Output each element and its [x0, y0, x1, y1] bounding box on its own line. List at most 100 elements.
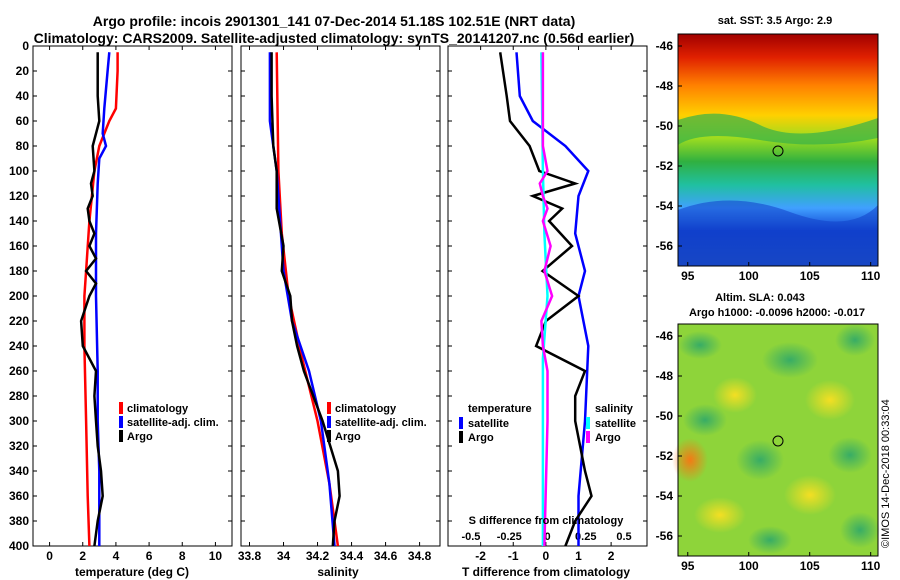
x-tick-label: 2	[608, 549, 615, 563]
legend-label: satellite	[595, 418, 636, 430]
series-line-t-satellite	[515, 52, 590, 546]
legend-label: Argo	[468, 432, 494, 444]
map-y-tick-label: -52	[656, 449, 674, 463]
series-line-s-satellite	[540, 52, 549, 546]
map-x-tick-label: 105	[800, 269, 820, 283]
map-y-tick-label: -56	[656, 239, 674, 253]
title-line-1: Argo profile: incois 2901301_141 07-Dec-…	[93, 13, 575, 29]
series-line-argo	[79, 52, 104, 547]
sla-blob	[694, 497, 746, 533]
series-line-s-argo	[538, 52, 554, 547]
y-tick-label: 300	[9, 414, 29, 428]
x-tick-label: 34.6	[374, 549, 398, 563]
sla-blob	[713, 377, 757, 413]
y-tick-label: 320	[9, 439, 29, 453]
difference-axis-ticks: -2 -1 0 1 2 -0.5 -0.25 0 0.25 0.5	[448, 45, 647, 563]
argo-location-marker	[772, 435, 784, 447]
temperature-series-lines	[79, 52, 119, 547]
y-tick-label: 60	[16, 114, 30, 128]
difference-legend-salinity: salinity satellite Argo	[586, 403, 636, 444]
salinity-axis-ticks: 33.8 34 34.2 34.4 34.6 34.8	[238, 45, 440, 563]
sla-blob	[784, 475, 836, 515]
salinity-series-lines	[268, 52, 341, 547]
map-y-tick-label: -46	[656, 329, 674, 343]
sst-cold-band	[678, 200, 878, 266]
y-tick-label: 40	[16, 89, 30, 103]
map-x-tick-label: 110	[861, 559, 881, 573]
map-y-tick-label: -48	[656, 79, 674, 93]
y-tick-label: 140	[9, 214, 29, 228]
s-diff-tick-label: -0.5	[461, 531, 480, 543]
x-tick-label: 34	[277, 549, 291, 563]
legend-swatch-satellite	[119, 416, 123, 428]
sst-map-title: sat. SST: 3.5 Argo: 2.9	[718, 15, 833, 27]
sla-blob	[762, 342, 818, 378]
sla-blob	[678, 331, 722, 359]
y-tick-label: 0	[22, 39, 29, 53]
y-tick-label: 400	[9, 539, 29, 553]
sst-map-ticks: 95 100 105 110 -46 -48 -50 -52 -54 -56	[656, 39, 881, 283]
map-y-tick-label: -46	[656, 39, 674, 53]
s-diff-tick-label: -0.25	[497, 531, 522, 543]
sla-map	[672, 323, 880, 557]
legend-swatch-argo	[119, 430, 123, 442]
temperature-x-label: temperature (deg C)	[75, 565, 189, 579]
temperature-panel-frame	[32, 45, 233, 547]
x-tick-label: 34.2	[306, 549, 330, 563]
s-diff-tick-label: 0.5	[616, 531, 631, 543]
imos-timestamp: ©IMOS 14-Dec-2018 00:33:04	[880, 399, 892, 548]
argo-location-marker	[772, 145, 784, 157]
x-tick-label: 2	[79, 549, 86, 563]
y-tick-label: 360	[9, 489, 29, 503]
series-line-satellite-adj-clim-	[94, 52, 111, 546]
y-tick-label: 200	[9, 289, 29, 303]
sst-map	[677, 33, 879, 267]
temperature-axis-ticks: 0204060801001201401601802002202402602803…	[9, 39, 232, 563]
sla-blob	[840, 512, 880, 548]
series-line-t-argo	[498, 52, 593, 547]
x-tick-label: 0	[543, 549, 550, 563]
sla-blob	[828, 437, 872, 473]
s-diff-tick-label: 0.25	[575, 531, 596, 543]
map-x-tick-label: 100	[739, 559, 759, 573]
sla-blob	[736, 440, 784, 480]
x-tick-label: 10	[209, 549, 223, 563]
legend-swatch-satellite	[459, 417, 463, 429]
y-tick-label: 220	[9, 314, 29, 328]
sla-map-title: Altim. SLA: 0.043	[715, 292, 805, 304]
map-y-tick-label: -52	[656, 159, 674, 173]
map-y-tick-label: -56	[656, 529, 674, 543]
legend-title: salinity	[595, 403, 634, 415]
x-tick-label: 6	[146, 549, 153, 563]
legend-label: climatology	[335, 403, 397, 415]
difference-legend-temperature: temperature satellite Argo	[459, 403, 532, 444]
difference-series-lines	[498, 52, 593, 547]
x-tick-label: 33.8	[238, 549, 262, 563]
y-tick-label: 260	[9, 364, 29, 378]
difference-top-axis-label: S difference from climatology	[469, 515, 625, 527]
sla-blob	[748, 526, 792, 554]
legend-swatch-argo	[327, 430, 331, 442]
legend-label: satellite-adj. clim.	[127, 417, 219, 429]
y-tick-label: 280	[9, 389, 29, 403]
map-y-tick-label: -50	[656, 119, 674, 133]
sla-map-frame	[677, 323, 879, 557]
s-diff-tick-label: 0	[544, 531, 550, 543]
y-tick-label: 100	[9, 164, 29, 178]
x-tick-label: 34.4	[340, 549, 364, 563]
x-tick-label: 8	[179, 549, 186, 563]
legend-swatch-climatology	[327, 402, 331, 414]
x-tick-label: -1	[508, 549, 519, 563]
x-tick-label: 0	[46, 549, 53, 563]
map-y-tick-label: -54	[656, 489, 674, 503]
sst-map-frame	[677, 33, 879, 267]
salinity-x-label: salinity	[317, 565, 359, 579]
temperature-legend: climatology satellite-adj. clim. Argo	[119, 402, 219, 443]
salinity-legend: climatology satellite-adj. clim. Argo	[327, 402, 427, 443]
y-tick-label: 340	[9, 464, 29, 478]
legend-title: temperature	[468, 403, 532, 415]
legend-label: Argo	[335, 431, 361, 443]
x-tick-label: 34.8	[408, 549, 432, 563]
y-tick-label: 240	[9, 339, 29, 353]
